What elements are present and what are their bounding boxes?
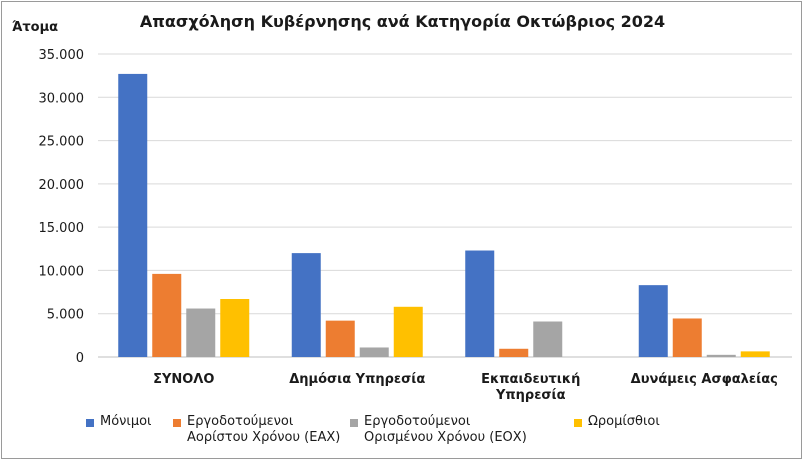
- legend-item: Μόνιμοι: [86, 414, 151, 430]
- bar: [359, 347, 389, 357]
- bars: [118, 73, 770, 357]
- legend-swatch: [574, 419, 582, 427]
- x-tick-label: Δημόσια Υπηρεσία: [289, 372, 425, 387]
- legend-item: Εργοδοτούμενοι Ορισμένου Χρόνου (ΕΟΧ): [350, 414, 527, 446]
- legend-item: Εργοδοτούμενοι Αορίστου Χρόνου (ΕΑΧ): [173, 414, 340, 446]
- legend-swatch: [350, 419, 358, 427]
- legend-swatch: [173, 419, 181, 427]
- legend-label: Εργοδοτούμενοι Αορίστου Χρόνου (ΕΑΧ): [187, 414, 341, 445]
- bar: [465, 250, 495, 357]
- y-tick-label: 5.000: [47, 308, 84, 323]
- bar: [638, 285, 668, 357]
- y-axis-label: Άτομα: [12, 20, 59, 35]
- y-axis-ticks: 0 5.000 10.000 15.000 20.000 25.000 30.000 35.0…: [39, 48, 85, 366]
- bar: [499, 348, 529, 357]
- y-tick-label: 30.000: [39, 91, 85, 106]
- y-tick-label: 15.000: [39, 221, 85, 236]
- x-tick-label: Δυνάμεις Ασφαλείας: [631, 372, 778, 387]
- y-tick-label: 20.000: [39, 178, 85, 193]
- bar: [220, 298, 250, 357]
- bar: [533, 321, 563, 357]
- legend: Μόνιμοι Εργοδοτούμενοι Αορίστου Χρόνου (Ε…: [86, 414, 786, 454]
- y-tick-label: 10.000: [39, 264, 85, 279]
- y-tick-label: 35.000: [39, 48, 85, 63]
- bar: [118, 73, 148, 357]
- x-tick-label: Εκπαιδευτική Υπηρεσία: [481, 372, 580, 403]
- bar: [393, 306, 423, 357]
- y-tick-label: 25.000: [39, 135, 85, 150]
- x-axis-ticks: ΣΥΝΟΛΟ Δημόσια Υπηρεσία Εκπαιδευτική Υπηρεσ…: [153, 372, 778, 403]
- chart-title: Απασχόληση Κυβέρνησης ανά Κατηγορία Οκτώ…: [139, 12, 666, 31]
- legend-swatch: [86, 419, 94, 427]
- bar: [672, 318, 702, 357]
- bar: [186, 308, 216, 357]
- bar: [325, 320, 355, 357]
- legend-item: Ωρομίσθιοι: [574, 414, 660, 430]
- bar: [706, 354, 736, 357]
- legend-label: Ωρομίσθιοι: [588, 414, 660, 429]
- x-tick-label: ΣΥΝΟΛΟ: [153, 372, 214, 387]
- bar: [740, 351, 770, 357]
- bar: [291, 253, 321, 357]
- legend-label: Εργοδοτούμενοι Ορισμένου Χρόνου (ΕΟΧ): [364, 414, 527, 445]
- bar: [152, 273, 182, 357]
- y-tick-label: 0: [76, 351, 84, 366]
- legend-label: Μόνιμοι: [100, 414, 152, 429]
